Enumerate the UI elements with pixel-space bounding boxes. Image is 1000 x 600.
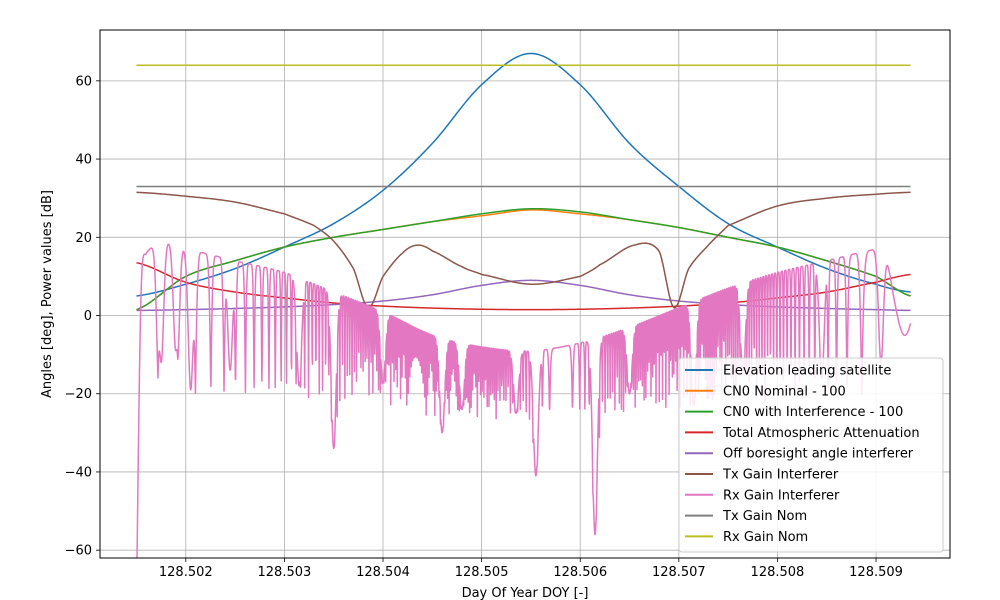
x-tick-label: 128.506 — [553, 565, 607, 580]
series-line-cn0-with-interference-100 — [136, 207, 911, 311]
y-axis-label: Angles [deg], Power values [dB] — [40, 190, 55, 398]
legend-label-tx-gain-nom: Tx Gain Nom — [722, 509, 807, 524]
legend: Elevation leading satellite CN0 Nominal -… — [678, 357, 944, 553]
series-line-off-boresight-angle-interferer — [136, 279, 911, 312]
legend-label-elevation-leading-satellite: Elevation leading satellite — [723, 364, 891, 379]
legend-label-total-atmospheric-attenuation: Total Atmospheric Attenuation — [722, 426, 920, 441]
legend-label-cn0-nominal-100: CN0 Nominal - 100 — [723, 384, 846, 399]
series-line-elevation-leading-satellite — [136, 52, 911, 297]
plot-frame — [99, 29, 951, 559]
x-tick-label: 128.502 — [159, 565, 213, 580]
series-line-rx-gain-interferer — [136, 243, 912, 558]
x-axis-label: Day Of Year DOY [-] — [462, 586, 589, 600]
y-tick-label: 60 — [75, 74, 92, 89]
x-tick-label: 128.505 — [455, 565, 509, 580]
y-tick-label: 20 — [75, 231, 92, 246]
legend-label-tx-gain-interferer: Tx Gain Interferer — [722, 468, 839, 483]
series-line-total-atmospheric-attenuation — [136, 261, 911, 311]
x-tick-label: 128.508 — [751, 565, 805, 580]
y-tick-label: −60 — [65, 544, 92, 559]
y-tick-label: −40 — [65, 465, 92, 480]
legend-label-rx-gain-nom: Rx Gain Nom — [723, 530, 808, 545]
y-tick-label: −20 — [65, 387, 92, 402]
x-tick-label: 128.504 — [356, 565, 410, 580]
series-group — [136, 52, 912, 558]
y-tick-label: 0 — [84, 309, 92, 324]
legend-label-rx-gain-interferer: Rx Gain Interferer — [723, 488, 840, 503]
legend-label-cn0-with-interference-100: CN0 with Interference - 100 — [723, 405, 903, 420]
legend-label-off-boresight-angle-interferer: Off boresight angle interferer — [723, 447, 914, 462]
y-tick-label: 40 — [75, 153, 92, 168]
legend-box — [678, 357, 944, 553]
x-tick-label: 128.503 — [258, 565, 312, 580]
x-tick-label: 128.509 — [849, 565, 903, 580]
x-tick-label: 128.507 — [652, 565, 706, 580]
series-line-tx-gain-interferer — [136, 191, 911, 309]
ticks: 128.502 128.503 128.504 128.505 128.506 128.5… — [65, 74, 903, 580]
